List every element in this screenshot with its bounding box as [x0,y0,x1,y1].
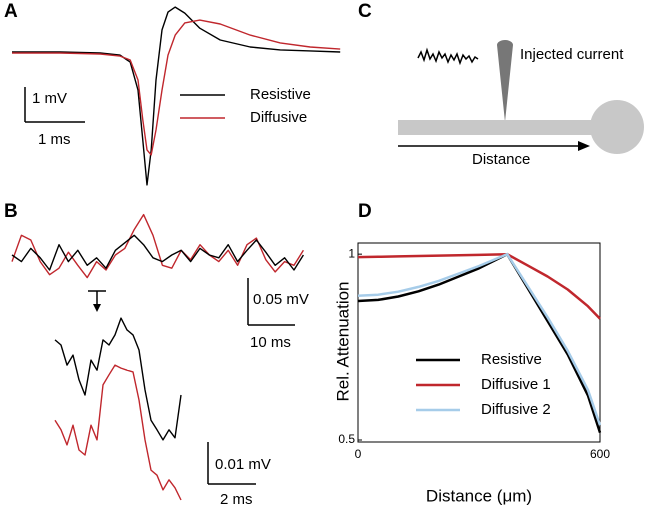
scale-label: 0.01 mV [215,456,271,473]
trace [12,19,341,156]
legend-label: Resistive [250,86,311,103]
y-tick-label: 0.5 [338,432,355,446]
trace [357,252,602,426]
panel-label: D [358,201,372,222]
x-tick-label: 600 [590,447,610,461]
legend-label: Resistive [481,351,542,368]
neuron-diagram [398,40,644,154]
scale-label: 0.05 mV [253,291,309,308]
arrow-head [578,141,590,151]
legend-label: Diffusive 2 [481,401,551,418]
scale-label: 2 ms [220,491,253,508]
panel-label: C [358,1,372,22]
trace [54,364,182,501]
dendrite [398,120,598,135]
trace [357,252,601,320]
panel-label: A [4,1,18,22]
zoom-arrow [88,290,106,312]
x-tick-label: 0 [355,447,362,461]
y-tick-label: 1 [348,246,355,260]
electrode [497,40,513,122]
legend-label: Diffusive 1 [481,376,551,393]
scale-label: 1 mV [32,90,67,107]
annotation: Distance [472,151,530,168]
y-axis-label: Rel. Attenuation [333,281,352,401]
legend-label: Diffusive [250,109,307,126]
soma [590,100,644,154]
trace [357,252,602,433]
trace [54,317,182,441]
scale-label: 1 ms [38,131,71,148]
trace [11,234,304,271]
plot-frame [357,242,601,443]
annotation: Injected current [520,46,624,63]
current-noise [417,47,479,66]
x-axis-label: Distance (μm) [426,486,532,505]
panel-label: B [4,201,18,222]
scale-label: 10 ms [250,334,291,351]
trace [11,213,304,279]
